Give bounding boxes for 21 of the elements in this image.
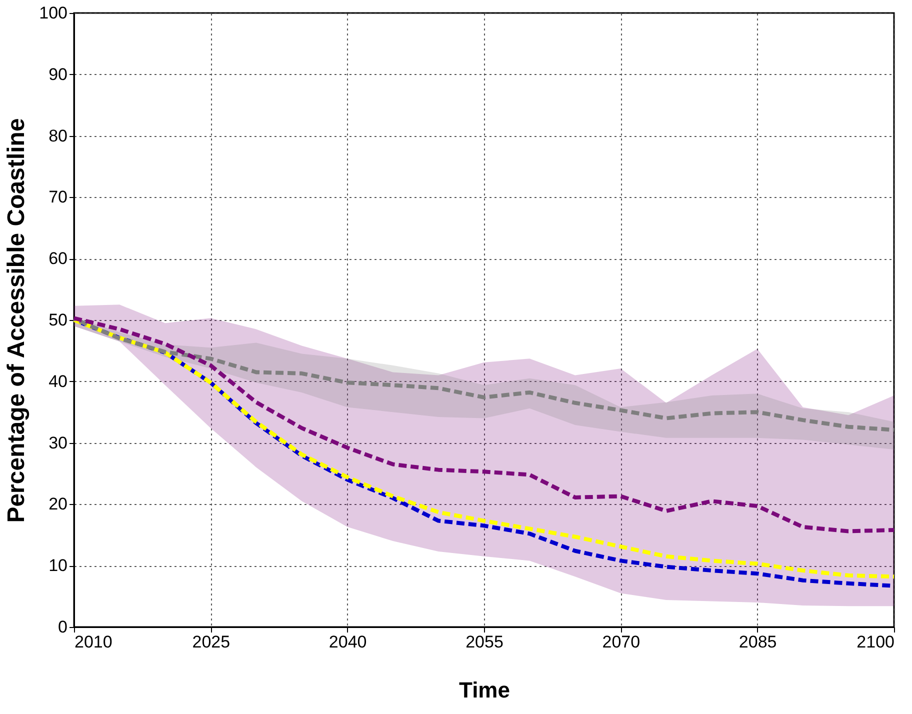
x-tick-label: 2085 <box>738 632 777 652</box>
x-tick-label: 2040 <box>328 632 367 652</box>
y-tick-label: 40 <box>48 372 68 391</box>
y-tick-label: 10 <box>48 556 68 576</box>
y-tick-label: 100 <box>39 4 68 22</box>
x-axis-title: Time <box>459 678 510 702</box>
y-tick-label: 50 <box>48 310 68 330</box>
x-tick-label: 2010 <box>74 632 112 652</box>
x-tick-label: 2055 <box>466 632 504 652</box>
y-tick-label: 80 <box>48 126 68 146</box>
x-tick-label: 2070 <box>602 632 640 652</box>
y-tick-label: 70 <box>48 188 68 207</box>
y-axis-title: Percentage of Accessible Coastline <box>3 118 30 523</box>
y-tick-label: 30 <box>48 433 68 452</box>
y-tick-label: 20 <box>48 494 68 514</box>
x-tick-label: 2100 <box>856 632 894 652</box>
y-tick-label: 0 <box>58 618 68 636</box>
y-tick-label: 60 <box>48 249 68 268</box>
line-series <box>72 316 896 534</box>
x-tick-label: 2025 <box>192 632 230 652</box>
y-tick-label: 90 <box>48 64 68 84</box>
